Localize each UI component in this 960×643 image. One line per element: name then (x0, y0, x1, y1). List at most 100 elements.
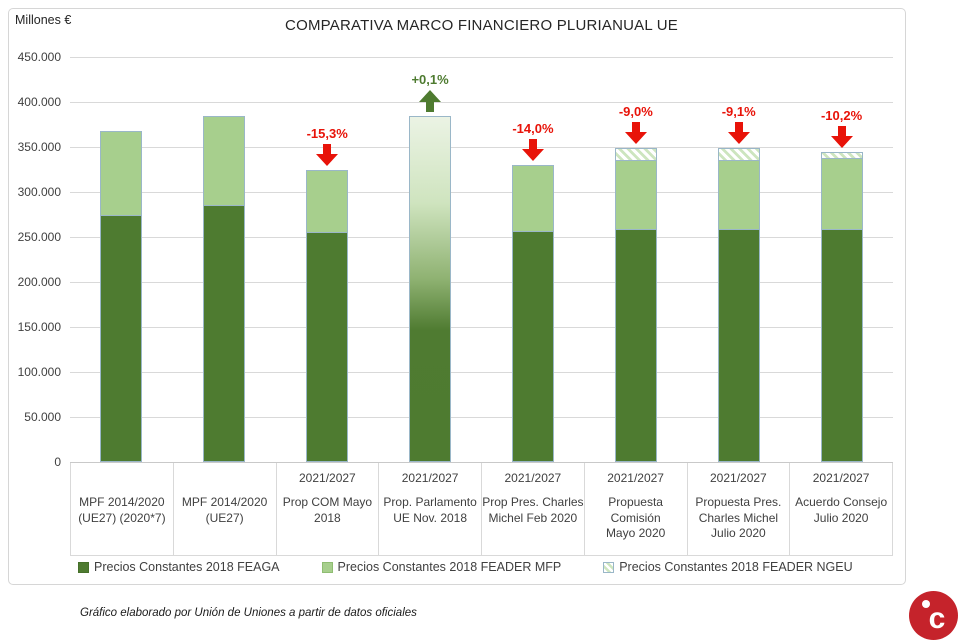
bar-segment-feaga (203, 205, 246, 462)
category-cell: 2021/2027 Acuerdo Consejo Julio 2020 (790, 463, 893, 555)
legend-item: Precios Constantes 2018 FEAGA (78, 560, 280, 574)
gridline (70, 147, 893, 148)
gridline (70, 282, 893, 283)
category-period (71, 470, 173, 487)
legend-item: Precios Constantes 2018 FEADER NGEU (603, 560, 853, 574)
category-name-line: Acuerdo Consejo (795, 495, 888, 509)
bar-segment-feader-mfp (306, 169, 349, 234)
change-percent-label: -14,0% (512, 121, 554, 137)
chart-title: COMPARATIVA MARCO FINANCIERO PLURIANUAL … (285, 17, 678, 34)
bar-segment-feaga (717, 229, 760, 462)
change-annotation: -15,3% (282, 125, 372, 166)
gridline (70, 102, 893, 103)
bar-segment-feaga (100, 216, 143, 462)
down-arrow-icon (830, 125, 853, 148)
legend-swatch-feaga-icon (78, 561, 89, 573)
category-name-line: UE Nov. 2018 (393, 510, 468, 525)
logo-letter: c (928, 601, 946, 635)
bar-segment-feader-mfp (820, 158, 863, 230)
category-cell: MPF 2014/2020 (UE27) (2020*7) (70, 463, 174, 555)
y-tick-label: 200.000 (17, 275, 61, 289)
bar-segment-feader-mfp (614, 161, 657, 230)
down-arrow-icon (316, 143, 339, 166)
bar-segment-feader-mfp (717, 161, 760, 230)
category-axis: MPF 2014/2020 (UE27) (2020*7) MPF 2014/202… (70, 462, 893, 556)
category-name-line: (UE27) (2020*7) (78, 510, 166, 525)
bar-segment-feader-ngeu (614, 147, 657, 162)
bar-group (717, 147, 760, 462)
y-tick-label: 250.000 (17, 230, 61, 244)
down-arrow-icon (624, 121, 647, 144)
y-tick-label: 100.000 (17, 365, 61, 379)
change-percent-label: -15,3% (306, 125, 348, 141)
category-period (174, 470, 276, 487)
category-name-line: Michel Feb 2020 (488, 510, 578, 525)
category-name-line: MPF 2014/2020 (79, 495, 165, 509)
bar-segment-feader-ngeu (820, 151, 863, 159)
legend-label: Precios Constantes 2018 FEADER MFP (337, 560, 562, 574)
legend: Precios Constantes 2018 FEAGA Precios Con… (78, 560, 853, 574)
category-period: 2021/2027 (401, 471, 459, 485)
change-percent-label: +0,1% (411, 72, 449, 88)
bar-group (203, 116, 246, 462)
change-percent-label: -10,2% (820, 107, 863, 123)
down-arrow-icon (521, 139, 544, 161)
bar-segment-gradient-total (409, 116, 452, 462)
gridline (70, 237, 893, 238)
category-name-line: Prop COM Mayo (282, 495, 373, 509)
category-cell: 2021/2027 Prop COM Mayo 2018 (277, 463, 380, 555)
change-percent-label: -9,1% (721, 103, 756, 119)
bar-segment-feader-mfp (511, 165, 554, 232)
y-tick-label: 150.000 (17, 320, 61, 334)
category-name-line: Propuesta Pres. (695, 495, 782, 509)
footer-credit: Gráfico elaborado por Unión de Uniones a… (80, 607, 417, 619)
bar-group (511, 165, 554, 462)
gridline (70, 372, 893, 373)
bar-segment-feader-mfp (203, 116, 246, 206)
category-name-line: Mayo 2020 (605, 526, 666, 540)
bar-group (306, 169, 349, 463)
bar-segment-feaga (511, 231, 554, 462)
bar-group (614, 147, 657, 462)
up-arrow-icon (419, 90, 442, 113)
category-name-line: Julio 2020 (813, 510, 869, 525)
category-cell: 2021/2027 Prop. Parlamento UE Nov. 2018 (379, 463, 482, 555)
category-name-line: 2018 (314, 510, 341, 525)
legend-swatch-feader-ngeu-icon (603, 561, 615, 573)
bar-segment-feaga (820, 229, 863, 462)
category-period: 2021/2027 (299, 471, 356, 485)
category-cell: 2021/2027 Propuesta Comisión Mayo 2020 (585, 463, 688, 555)
y-tick-label: 300.000 (17, 185, 61, 199)
legend-label: Precios Constantes 2018 FEAGA (94, 560, 280, 574)
bar-group (100, 130, 143, 462)
down-arrow-icon (727, 121, 750, 144)
category-period: 2021/2027 (710, 471, 767, 485)
gridline (70, 327, 893, 328)
bar-segment-feader-mfp (100, 130, 143, 217)
bar-segment-feader-ngeu (717, 147, 760, 162)
bar-segment-feaga (306, 233, 349, 462)
category-period: 2021/2027 (607, 471, 664, 485)
y-tick-label: 350.000 (17, 140, 61, 154)
category-cell: 2021/2027 Prop Pres. Charles Michel Feb 20… (482, 463, 585, 555)
y-tick-label: 450.000 (17, 50, 61, 64)
legend-item: Precios Constantes 2018 FEADER MFP (321, 560, 562, 574)
category-name-line: MPF 2014/2020 (181, 495, 268, 509)
category-name-line: Julio 2020 (711, 526, 766, 540)
change-annotation: -9,1% (694, 103, 784, 144)
change-annotation: -9,0% (591, 104, 681, 144)
bar-segment-feaga (614, 229, 657, 462)
gridline (70, 192, 893, 193)
bar-group (820, 151, 863, 463)
y-tick-label: 50.000 (24, 410, 61, 424)
gridline (70, 417, 893, 418)
y-tick-label: 0 (54, 455, 61, 469)
change-annotation: -10,2% (797, 107, 887, 148)
category-name-line: Charles Michel (698, 510, 779, 525)
category-name-line: Comisión (610, 510, 661, 525)
plot-area: 450.000 400.000 350.000 300.000 250.000 200.0… (18, 50, 893, 469)
category-period: 2021/2027 (812, 471, 870, 485)
legend-swatch-feader-mfp-icon (321, 561, 333, 573)
category-period: 2021/2027 (504, 471, 562, 485)
